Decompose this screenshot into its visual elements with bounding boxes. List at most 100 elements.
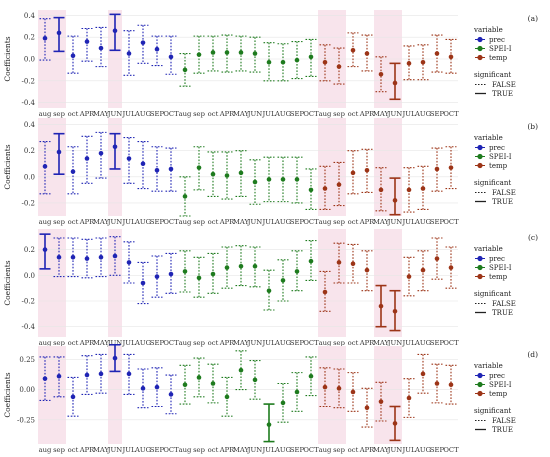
y-axis-label: Coefficients [3, 144, 12, 189]
estimate-point [252, 377, 258, 383]
estimate-point [448, 265, 454, 270]
x-tick-label: SEP [150, 446, 165, 454]
estimate-point [280, 59, 286, 65]
x-tick-label: sep [333, 218, 346, 226]
x-tick-label: sep [193, 110, 206, 118]
x-tick-label: aug [39, 446, 52, 454]
x-tick-label: sep [333, 339, 346, 347]
highlight-band [52, 346, 66, 444]
estimate-point [378, 187, 384, 193]
legend-title: significant [474, 179, 511, 187]
estimate-point [210, 381, 216, 386]
x-tick-label: oct [68, 446, 79, 454]
x-tick-label: APR [219, 339, 235, 347]
x-tick-label: aug [179, 339, 192, 347]
estimate-point [112, 28, 118, 33]
x-tick-label: OCT [163, 446, 179, 454]
x-tick-label: AUG [274, 218, 291, 226]
x-tick-label: JUN [247, 218, 262, 226]
highlight-band [388, 118, 402, 216]
x-tick-label: SEP [430, 110, 445, 118]
estimate-point [266, 422, 272, 427]
x-tick-label: oct [348, 446, 359, 454]
x-tick-label: MAY [233, 110, 250, 118]
y-tick-label: -0.4 [22, 99, 36, 107]
estimate-point [98, 371, 104, 377]
x-tick-label: OCT [303, 446, 319, 454]
estimate-point [392, 198, 398, 203]
x-tick-label: OCT [443, 110, 459, 118]
x-tick-label: APR [359, 110, 375, 118]
estimate-point [294, 389, 300, 395]
legend-title: variable [473, 26, 503, 34]
estimate-point [238, 50, 244, 55]
x-tick-label: AUG [414, 446, 431, 454]
x-tick-label: sep [193, 339, 206, 347]
estimate-point [154, 46, 160, 52]
estimate-point [126, 51, 132, 56]
estimate-point [434, 166, 440, 172]
y-tick-label: 0.0 [24, 56, 35, 64]
legend-label: SPEI-I [489, 381, 512, 389]
x-tick-label: OCT [303, 218, 319, 226]
estimate-point [350, 261, 356, 267]
estimate-point [336, 64, 342, 69]
x-tick-label: AUG [414, 110, 431, 118]
estimate-point [98, 45, 104, 51]
legend-label: SPEI-I [489, 264, 512, 272]
x-tick-label: APR [359, 446, 375, 454]
y-tick-label: 0.4 [24, 121, 36, 129]
estimate-point [280, 400, 286, 406]
y-axis-label: Coefficients [3, 372, 12, 417]
estimate-point [434, 256, 440, 261]
x-tick-label: sep [193, 446, 206, 454]
x-tick-label: SEP [430, 218, 445, 226]
x-tick-label: MAY [93, 339, 110, 347]
legend-label: TRUE [492, 198, 513, 206]
x-tick-label: sep [53, 339, 66, 347]
y-tick-label: 0.0 [24, 173, 35, 181]
estimate-point [252, 179, 258, 185]
y-tick-label: 0.25 [19, 356, 35, 364]
estimate-point [112, 253, 118, 259]
estimate-point [140, 280, 146, 286]
legend-label: FALSE [492, 300, 516, 308]
estimate-point [308, 373, 314, 379]
x-tick-label: aug [319, 339, 332, 347]
estimate-point [196, 52, 202, 57]
estimate-point [56, 30, 62, 36]
legend-label: FALSE [492, 417, 516, 425]
x-tick-label: APR [79, 218, 95, 226]
x-tick-label: JUN [387, 339, 402, 347]
panel-label: (c) [528, 233, 538, 242]
x-tick-label: JUL [122, 446, 136, 454]
estimate-point [42, 247, 48, 252]
x-tick-label: aug [319, 110, 332, 118]
estimate-point [252, 51, 258, 56]
x-tick-label: APR [359, 218, 375, 226]
estimate-point [448, 54, 454, 60]
estimate-point [434, 51, 440, 56]
y-axis-label: Coefficients [3, 260, 12, 305]
x-tick-label: aug [39, 218, 52, 226]
x-tick-label: JUL [122, 110, 136, 118]
estimate-point [154, 384, 160, 390]
y-tick-label: 0.2 [24, 34, 35, 42]
estimate-point [84, 39, 90, 44]
estimate-point [350, 47, 356, 53]
highlight-band [374, 229, 388, 337]
estimate-point [294, 177, 300, 182]
estimate-point [238, 170, 244, 176]
legend-label: prec [489, 255, 505, 263]
x-tick-label: APR [219, 446, 235, 454]
x-tick-label: OCT [443, 339, 459, 347]
estimate-point [210, 271, 216, 277]
x-tick-label: oct [68, 339, 79, 347]
estimate-point [56, 373, 62, 379]
y-tick-label: -0.2 [22, 199, 36, 207]
estimate-point [168, 271, 174, 277]
legend-title: variable [473, 362, 503, 370]
